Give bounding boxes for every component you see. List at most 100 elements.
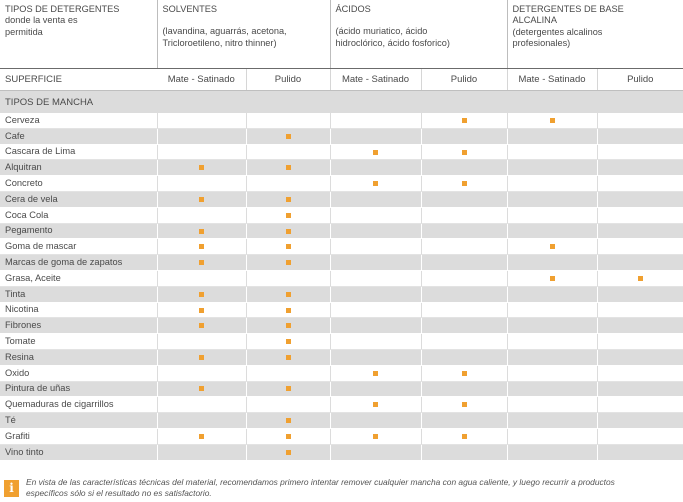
compat-cell bbox=[329, 396, 421, 414]
compat-cell bbox=[156, 191, 246, 208]
header-acidos: ÁCIDOS (ácido muriatico, ácido hidroclór… bbox=[329, 0, 508, 69]
compat-cell bbox=[156, 317, 246, 335]
table-row: Tinta bbox=[0, 286, 683, 303]
compatible-marker bbox=[285, 418, 291, 424]
compatible-marker bbox=[285, 339, 291, 345]
compat-cell bbox=[596, 207, 683, 224]
compat-cell bbox=[329, 302, 421, 319]
compatible-marker bbox=[199, 196, 204, 202]
stain-label: Pegamento bbox=[0, 223, 157, 240]
compat-cell bbox=[596, 428, 683, 445]
compatible-marker bbox=[285, 354, 291, 360]
compat-cell bbox=[420, 412, 508, 429]
compat-cell bbox=[329, 428, 421, 445]
compat-cell bbox=[329, 349, 421, 366]
surface-col: Pulido bbox=[420, 68, 508, 91]
stain-label: Tinta bbox=[0, 286, 157, 303]
compat-cell bbox=[329, 444, 421, 461]
stain-label: Grafiti bbox=[0, 428, 157, 445]
compatible-marker bbox=[285, 244, 291, 250]
compat-cell bbox=[420, 381, 508, 398]
compat-cell bbox=[506, 333, 598, 350]
table-row: Grafiti bbox=[0, 428, 683, 445]
table-row: Cascara de Lima bbox=[0, 144, 683, 161]
compatible-marker bbox=[461, 149, 467, 155]
table-row: Goma de mascar bbox=[0, 238, 683, 256]
header-line: TIPOS DE DETERGENTES bbox=[5, 4, 120, 14]
info-icon: i bbox=[4, 480, 19, 497]
compat-cell bbox=[506, 175, 598, 192]
header-line: ÁCIDOS bbox=[335, 4, 371, 14]
compat-cell bbox=[596, 444, 683, 461]
compat-cell bbox=[506, 128, 598, 145]
compat-cell bbox=[245, 191, 330, 208]
header-line: hidroclórico, ácido fosforico) bbox=[335, 37, 450, 48]
compatible-marker bbox=[461, 181, 467, 187]
compat-cell bbox=[420, 159, 508, 177]
header-line: permitida bbox=[5, 26, 43, 37]
compat-cell bbox=[596, 270, 683, 287]
table-row: Alquitran bbox=[0, 159, 683, 177]
header-alcalina: DETERGENTES DE BASE ALCALINA (detergente… bbox=[506, 0, 683, 69]
compat-cell bbox=[245, 412, 330, 429]
compat-cell bbox=[506, 270, 598, 287]
table-row: Pintura de uñas bbox=[0, 381, 683, 398]
footnote-line: específicos sólo si el resultado no es s… bbox=[26, 488, 212, 499]
compat-cell bbox=[506, 144, 598, 161]
compat-cell bbox=[156, 207, 246, 224]
table-row: Pegamento bbox=[0, 223, 683, 240]
compat-cell bbox=[506, 254, 598, 271]
compat-cell bbox=[596, 223, 683, 240]
header-line: DETERGENTES DE BASE bbox=[512, 4, 624, 14]
compat-cell bbox=[596, 302, 683, 319]
compat-cell bbox=[156, 333, 246, 350]
compatible-marker bbox=[549, 275, 555, 281]
compat-cell bbox=[245, 270, 330, 287]
compatible-marker bbox=[285, 323, 291, 329]
compatible-marker bbox=[461, 370, 467, 376]
compat-cell bbox=[245, 223, 330, 240]
table-row: Quemaduras de cigarrillos bbox=[0, 396, 683, 414]
compat-cell bbox=[329, 159, 421, 177]
stain-label: Cascara de Lima bbox=[0, 144, 157, 161]
compat-cell bbox=[329, 286, 421, 303]
compat-cell bbox=[245, 428, 330, 445]
compat-cell bbox=[420, 270, 508, 287]
compat-cell bbox=[329, 113, 421, 129]
compat-cell bbox=[506, 428, 598, 445]
footnote-line: En vista de las características técnicas… bbox=[26, 477, 615, 487]
compat-cell bbox=[245, 396, 330, 414]
compat-cell bbox=[245, 128, 330, 145]
compat-cell bbox=[596, 113, 683, 129]
stain-label: Cafe bbox=[0, 128, 157, 145]
compat-cell bbox=[420, 238, 508, 256]
compat-cell bbox=[420, 428, 508, 445]
compat-cell bbox=[156, 128, 246, 145]
compat-cell bbox=[506, 191, 598, 208]
compat-cell bbox=[156, 286, 246, 303]
subheader-row: SUPERFICIE Mate - Satinado Pulido Mate -… bbox=[0, 68, 683, 91]
compat-cell bbox=[420, 207, 508, 224]
stain-label: Vino tinto bbox=[0, 444, 157, 461]
compatible-marker bbox=[285, 133, 291, 139]
table-row: Vino tinto bbox=[0, 444, 683, 461]
compatible-marker bbox=[199, 244, 204, 250]
compat-cell bbox=[420, 175, 508, 192]
compatible-marker bbox=[199, 354, 204, 360]
category-row: TIPOS DE MANCHA bbox=[0, 90, 683, 113]
compat-cell bbox=[156, 381, 246, 398]
compatible-marker bbox=[637, 275, 643, 281]
stain-label: Tomate bbox=[0, 333, 157, 350]
compat-cell bbox=[245, 286, 330, 303]
compat-cell bbox=[596, 412, 683, 429]
compatible-marker bbox=[461, 117, 467, 123]
compat-cell bbox=[420, 365, 508, 382]
compatible-marker bbox=[199, 386, 204, 392]
table-row: Nicotina bbox=[0, 302, 683, 319]
compat-cell bbox=[420, 144, 508, 161]
compat-cell bbox=[245, 238, 330, 256]
header-solventes: SOLVENTES (lavandina, aguarrás, acetona,… bbox=[156, 0, 330, 69]
table-row: Cera de vela bbox=[0, 191, 683, 208]
stain-table: TIPOS DE DETERGENTES donde la venta es p… bbox=[0, 0, 683, 461]
compat-cell bbox=[506, 381, 598, 398]
